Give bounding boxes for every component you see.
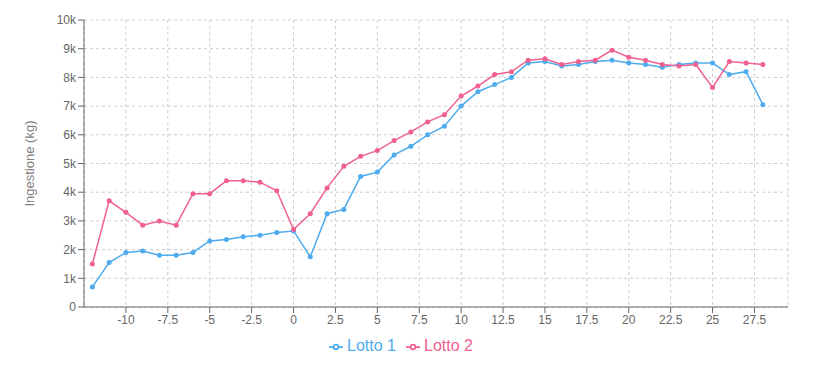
svg-text:25: 25 [706,313,720,327]
svg-text:-2.5: -2.5 [241,313,262,327]
svg-text:3k: 3k [63,214,77,228]
svg-text:5: 5 [374,313,381,327]
svg-text:2.5: 2.5 [327,313,344,327]
svg-text:-10: -10 [117,313,135,327]
svg-text:4k: 4k [63,185,77,199]
svg-text:27.5: 27.5 [743,313,767,327]
svg-text:0: 0 [69,300,76,314]
svg-text:17.5: 17.5 [575,313,599,327]
svg-text:-7.5: -7.5 [157,313,178,327]
svg-text:10k: 10k [57,13,77,27]
svg-text:8k: 8k [63,71,77,85]
html-text:Lotto 2: Lotto 2 [424,337,473,354]
svg-text:15: 15 [538,313,552,327]
svg-text:7.5: 7.5 [411,313,428,327]
html-text:Lotto 1: Lotto 1 [347,337,396,354]
svg-text:20: 20 [622,313,636,327]
svg-text:Ingestione (kg): Ingestione (kg) [22,121,37,207]
svg-text:9k: 9k [63,42,77,56]
svg-text:22.5: 22.5 [659,313,683,327]
svg-text:5k: 5k [63,157,77,171]
svg-text:10: 10 [454,313,468,327]
svg-text:2k: 2k [63,243,77,257]
svg-text:-5: -5 [204,313,215,327]
svg-text:1k: 1k [63,272,77,286]
svg-text:0: 0 [290,313,297,327]
svg-text:7k: 7k [63,99,77,113]
svg-text:6k: 6k [63,128,77,142]
svg-text:12.5: 12.5 [491,313,515,327]
